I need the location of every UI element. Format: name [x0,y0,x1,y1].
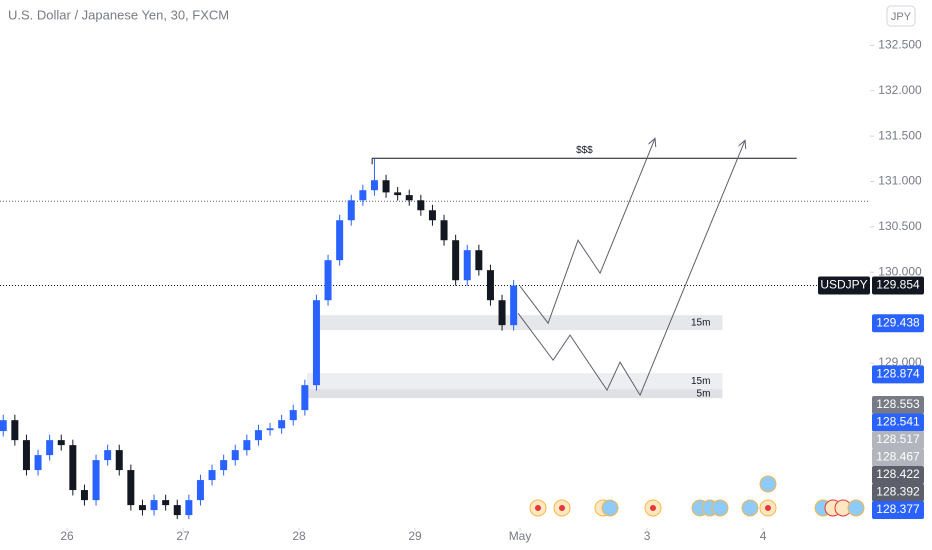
candle-body [162,500,170,506]
candle-body [0,420,7,432]
candle-body [254,430,262,441]
candle-body [11,420,19,441]
currency-label[interactable]: JPY [891,11,912,23]
y-tick-label: 131.000 [878,174,922,188]
candle-body [312,300,320,386]
candle-body [231,450,239,461]
candle-body [150,500,158,511]
price-tag [872,466,924,484]
candle-body [475,250,483,271]
price-tag-label: 128.541 [876,415,920,429]
zone-label: 5m [697,388,711,399]
candle-body [22,440,30,471]
candle-body [185,500,193,516]
candle-body [370,180,378,191]
candle-body [173,505,181,516]
price-box [872,276,924,295]
candle-body [138,505,146,511]
candle-body [34,455,42,471]
candle-body [336,220,344,261]
candle-body [115,450,123,471]
y-tick-label: 131.500 [878,128,922,142]
candle-body [57,440,65,446]
x-tick-label: 27 [176,529,190,543]
candle-body [394,192,402,196]
currency-button[interactable] [886,5,916,27]
candle-body [510,285,518,326]
projection-path [519,138,655,325]
x-tick-label: 3 [644,529,651,543]
candle-body [382,180,390,193]
candle-body [417,200,425,211]
price-tag [872,431,924,449]
price-tag [872,396,924,414]
price-tag [872,501,924,519]
symbol-label: USDJPY [820,278,867,292]
candle-body [440,220,448,241]
price-tag-label: 128.392 [876,485,920,499]
y-tick-label: 132.000 [878,83,922,97]
price-tag [872,448,924,467]
x-tick-label: 4 [760,529,767,543]
candle-body [80,490,88,501]
candle-body [127,470,135,506]
price-tag [872,314,924,333]
candle-body [289,410,297,421]
price-tag [872,365,924,384]
price-tag-label: 128.874 [876,367,920,381]
candle-body [208,470,216,481]
candle-body [104,450,112,461]
candle-body [359,190,367,201]
price-tag-label: 128.422 [876,467,920,481]
price-label: 129.854 [876,278,920,292]
price-tag-label: 128.377 [876,502,920,516]
candle-body [92,460,100,501]
price-tag-label: 128.517 [876,432,920,446]
candle-body [463,250,471,281]
candle-body [347,200,355,221]
candle-body [324,260,332,301]
y-tick-label: 130.000 [878,264,922,278]
candle-body [69,445,77,491]
zone [307,389,723,399]
projection-path [517,140,745,397]
zone [317,315,723,331]
resistance-label: $$$ [576,145,593,156]
price-tag-label: 128.467 [876,450,920,464]
candle-body [452,240,460,281]
price-tag [872,483,924,502]
candle-body [498,300,506,326]
x-tick-label: 26 [60,529,74,543]
x-tick-label: 28 [292,529,306,543]
price-tag [872,413,924,432]
symbol-box [818,276,870,295]
candle-body [196,480,204,501]
price-tag-label: 128.553 [876,397,920,411]
candle-body [405,195,413,201]
y-tick-label: 130.500 [878,219,922,233]
candle-body [301,385,309,411]
zone [307,373,723,390]
candle-body [486,270,494,301]
price-tag-label: 129.438 [876,315,920,329]
event-icons [529,475,865,517]
chart-title: U.S. Dollar / Japanese Yen, 30, FXCM [8,7,229,22]
x-tick-label: May [509,529,532,543]
candle-body [46,440,54,456]
x-tick-label: 29 [408,529,422,543]
candle-body [428,210,436,221]
y-tick-label: 132.500 [878,38,922,52]
zone-label: 15m [691,317,710,328]
candle-body [220,460,228,471]
candle-body [266,428,274,431]
candle-body [278,420,286,429]
zone-label: 15m [691,376,710,387]
candle-body [243,440,251,451]
